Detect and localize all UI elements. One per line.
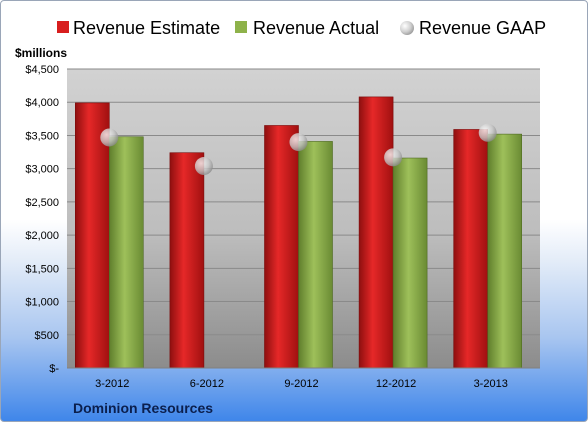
legend-swatch-revenue-estimate — [57, 21, 69, 33]
y-tick-label: $2,000 — [25, 230, 59, 242]
bar-revenue-actual — [487, 133, 523, 369]
bar-revenue-estimate — [75, 102, 110, 369]
y-tick-label: $1,000 — [25, 297, 59, 309]
y-tick-label: $- — [49, 363, 59, 375]
y-tick-label: $500 — [35, 330, 59, 342]
y-tick-label: $2,500 — [25, 197, 59, 209]
y-tick-label: $1,500 — [25, 263, 59, 275]
x-tick-label: 9-2012 — [284, 378, 318, 390]
marker-revenue-gaap — [289, 133, 308, 152]
bar-revenue-actual — [109, 136, 144, 369]
company-title: Dominion Resources — [73, 400, 213, 416]
marker-revenue-gaap — [194, 157, 213, 176]
y-axis-ticks: $- $500 $1,000 $1,500 $2,000 $2,500 $3,000 $3,5… — [25, 64, 59, 375]
x-tick-label: 12-2012 — [376, 378, 416, 390]
marker-revenue-gaap — [384, 148, 403, 167]
marker-revenue-gaap — [100, 128, 119, 147]
bar-revenue-estimate — [169, 152, 205, 369]
legend: Revenue Estimate Revenue Actual Revenue … — [57, 18, 546, 38]
legend-label-revenue-gaap: Revenue GAAP — [419, 18, 546, 38]
y-tick-label: $3,000 — [25, 164, 59, 176]
unit-label: $millions — [15, 46, 67, 60]
marker-revenue-gaap — [478, 123, 497, 142]
bars-layer — [75, 96, 523, 369]
y-tick-label: $3,500 — [25, 130, 59, 142]
bar-revenue-actual — [392, 157, 428, 369]
y-tick-label: $4,500 — [25, 64, 59, 76]
x-axis-ticks: 3-2012 6-2012 9-2012 12-2012 3-2013 — [95, 378, 508, 390]
bar-revenue-actual — [298, 141, 333, 369]
bar-revenue-estimate — [453, 129, 489, 369]
bar-revenue-estimate — [264, 125, 299, 369]
legend-marker-revenue-gaap — [400, 21, 414, 35]
x-tick-label: 3-2013 — [474, 378, 508, 390]
bar-revenue-estimate — [358, 96, 394, 369]
legend-label-revenue-estimate: Revenue Estimate — [73, 18, 220, 38]
legend-swatch-revenue-actual — [235, 21, 247, 33]
gaap-markers-layer — [100, 123, 497, 176]
legend-label-revenue-actual: Revenue Actual — [253, 18, 379, 38]
x-tick-label: 3-2012 — [95, 378, 129, 390]
y-tick-label: $4,000 — [25, 97, 59, 109]
x-tick-label: 6-2012 — [190, 378, 224, 390]
